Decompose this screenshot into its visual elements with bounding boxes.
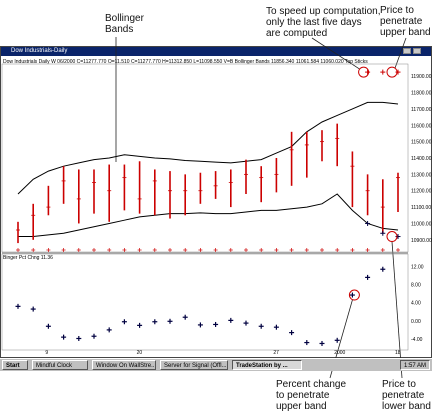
- price-tick-label: 11800.00: [411, 91, 432, 97]
- indicator-label: Binger Pct Chng 11.36: [3, 255, 53, 261]
- target-marks: [16, 66, 401, 252]
- date-tick-label: 18: [395, 350, 401, 356]
- date-tick-label: 27: [273, 350, 279, 356]
- indicator-tick-label: 0.00: [411, 319, 421, 325]
- taskbar-clock: 1:57 AM: [399, 360, 430, 370]
- price-axis: 11900.00 11800.00 11700.00 11600.00 11500.00…: [411, 74, 432, 244]
- price-tick-label: 11000.00: [411, 221, 432, 227]
- taskbar-item[interactable]: Mindful Clock: [32, 360, 88, 370]
- bollinger-bands: [17, 101, 399, 238]
- price-tick-label: 11500.00: [411, 140, 432, 146]
- indicator-tick-label: 8.00: [411, 283, 421, 289]
- date-axis: 9 20 27 2000 18: [45, 350, 400, 356]
- highlight-circle: [386, 66, 398, 78]
- highlight-circle: [386, 231, 398, 243]
- annotation-speed-up: To speed up computation, only the last f…: [266, 6, 381, 39]
- indicator-tick-label: 4.00: [411, 301, 421, 307]
- price-tick-label: 11900.00: [411, 74, 432, 80]
- price-tick-label: 11100.00: [411, 205, 431, 211]
- annotation-percent-change: Percent change to penetrate upper band: [276, 379, 347, 412]
- indicator-tick-label: 12.00: [411, 265, 424, 271]
- indicator-tick-label: -4.00: [411, 337, 423, 343]
- price-tick-label: 11200.00: [411, 189, 432, 195]
- window-titlebar: Dow Industrials-Daily: [1, 47, 431, 56]
- lower-band-line: [18, 193, 399, 238]
- annotation-leader-line: [391, 241, 403, 379]
- start-button[interactable]: Start: [2, 360, 28, 370]
- highlight-circle: [358, 66, 370, 78]
- price-tick-label: 11700.00: [411, 107, 432, 113]
- date-tick-label: 20: [137, 350, 143, 356]
- price-tick-label: 11300.00: [411, 172, 432, 178]
- price-tick-label: 10900.00: [411, 238, 432, 244]
- date-tick-label: 2000: [334, 350, 345, 356]
- price-panel: [1, 63, 409, 351]
- price-tick-label: 11400.00: [411, 156, 432, 162]
- price-panel-frame: [1, 63, 409, 253]
- info-line: Dow Industrials Daily W 06/2000 C=11277.…: [3, 59, 368, 65]
- price-bars: [16, 123, 400, 244]
- indicator-panel-frame: [1, 253, 409, 351]
- highlight-circle: [348, 289, 360, 301]
- price-tick-label: 11600.00: [411, 123, 432, 129]
- annotation-price-upper: Price to penetrate upper band: [380, 5, 431, 38]
- taskbar: Start Mindful Clock Window On WallStre..…: [0, 358, 432, 371]
- window-title: Dow Industrials-Daily: [11, 48, 68, 54]
- annotation-price-lower: Price to penetrate lower band: [382, 379, 431, 412]
- close-button[interactable]: [413, 48, 421, 54]
- taskbar-item-active[interactable]: TradeStation by ...: [232, 360, 302, 370]
- annotation-bollinger-bands: Bollinger Bands: [105, 13, 144, 35]
- upper-band-line: [17, 101, 399, 195]
- date-tick-label: 9: [45, 350, 48, 356]
- chart-window: Dow Industrials-Daily: [0, 46, 432, 358]
- annotation-leader-line: [394, 37, 407, 69]
- taskbar-item[interactable]: Window On WallStre...: [92, 360, 156, 370]
- indicator-axis: 12.00 8.00 4.00 0.00 -4.00: [411, 265, 424, 343]
- percent-change-series: [15, 266, 386, 346]
- minimize-button[interactable]: [403, 48, 411, 54]
- taskbar-item[interactable]: Server for Signal (Offl...: [160, 360, 228, 370]
